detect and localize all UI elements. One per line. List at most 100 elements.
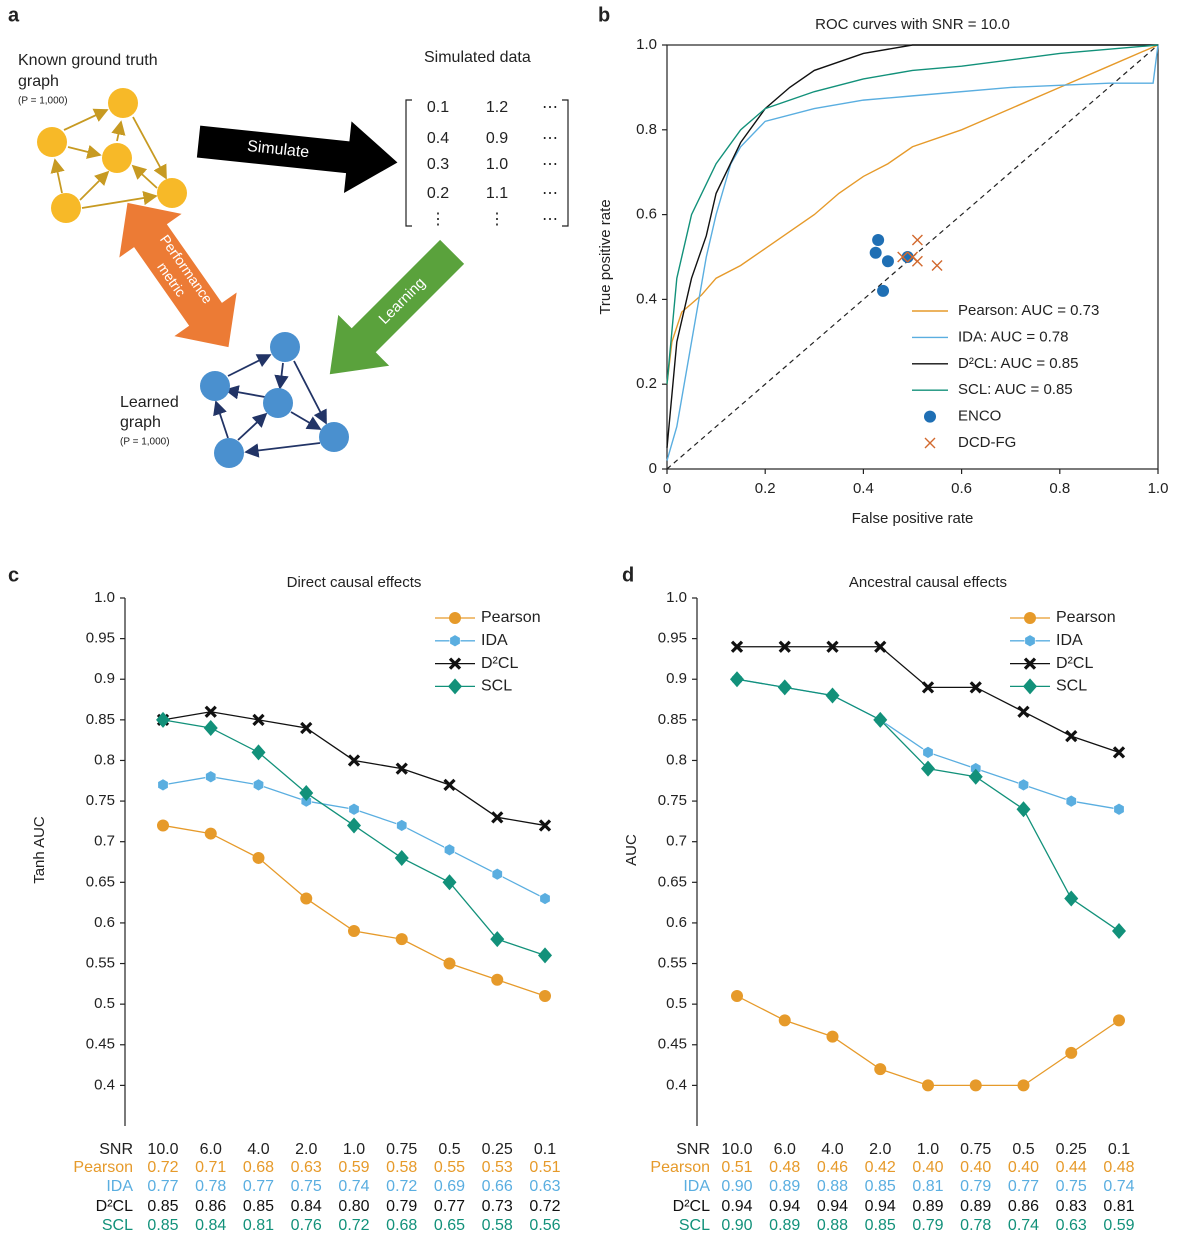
- table-value: 0.69: [434, 1178, 465, 1195]
- learned-p: (P = 1,000): [120, 437, 170, 448]
- table-value: 0.88: [817, 1178, 848, 1195]
- marker: [251, 744, 266, 761]
- x-tick-label: 0.6: [951, 480, 972, 497]
- table-value: 0.74: [1008, 1217, 1039, 1234]
- table-value: 0.88: [817, 1217, 848, 1234]
- table-value: 0.44: [1056, 1159, 1087, 1176]
- x-tick-label: 6.0: [200, 1141, 222, 1158]
- table-value: 0.68: [243, 1159, 274, 1176]
- marker: [300, 892, 313, 905]
- marker: [205, 770, 217, 784]
- table-value: 0.40: [960, 1159, 991, 1176]
- table-value: 0.65: [434, 1217, 465, 1234]
- marker: [897, 251, 909, 263]
- marker: [348, 925, 360, 938]
- table-row-label: D²CL: [96, 1198, 133, 1215]
- y-axis-label: Tanh AUC: [31, 816, 48, 884]
- marker: [921, 681, 935, 694]
- table-value: 0.71: [195, 1159, 226, 1176]
- table-value: 0.73: [482, 1198, 513, 1215]
- legend-swatch: [448, 657, 462, 670]
- table-value: 0.48: [1103, 1159, 1134, 1176]
- learned-nodes: [200, 332, 349, 468]
- table-value: 0.40: [912, 1159, 943, 1176]
- y-tick-label: 0.8: [636, 121, 657, 138]
- table-value: 0.51: [529, 1159, 560, 1176]
- table-value: 0.94: [721, 1198, 752, 1215]
- marker: [348, 802, 360, 816]
- legend-label: Pearson: AUC = 0.73: [958, 302, 1099, 319]
- table-value: 0.79: [912, 1217, 943, 1234]
- series-line: [162, 719, 546, 957]
- marker: [826, 640, 839, 653]
- table-value: 0.72: [386, 1178, 417, 1195]
- marker: [778, 1014, 791, 1027]
- y-axis-label: AUC: [623, 834, 640, 866]
- legend-label: D²CL: [481, 655, 518, 672]
- x-tick-label: 0.25: [1056, 1141, 1087, 1158]
- y-tick-label: 1.0: [94, 589, 115, 606]
- legend-swatch: [1023, 657, 1037, 670]
- marker: [395, 762, 408, 775]
- matrix-cell: 0.9: [486, 130, 508, 147]
- x-tick-label: 10.0: [147, 1141, 178, 1158]
- table-value: 0.59: [338, 1159, 369, 1176]
- y-tick-label: 0.5: [94, 995, 115, 1012]
- x-tick-label: 0.75: [960, 1141, 991, 1158]
- x-tick-label: 0.1: [1108, 1141, 1130, 1158]
- table-value: 0.68: [386, 1217, 417, 1234]
- truth-nodes: [37, 88, 187, 223]
- x-tick-label: 1.0: [1148, 480, 1169, 497]
- chart-title: Direct causal effects: [287, 574, 422, 591]
- marker: [347, 754, 361, 767]
- table-value: 0.90: [721, 1178, 752, 1195]
- marker: [443, 957, 456, 970]
- matrix-cell: ⋯: [542, 156, 558, 173]
- series-line: [162, 824, 546, 997]
- marker: [931, 259, 943, 271]
- roc-line: [666, 44, 1159, 461]
- table-value: 0.89: [769, 1217, 800, 1234]
- y-tick-label: 0.4: [666, 1076, 687, 1093]
- y-tick-label: 0.8: [94, 751, 115, 768]
- table-value: 0.85: [243, 1198, 274, 1215]
- marker: [901, 251, 914, 263]
- panel-a: a Known ground truth graph (P = 1,000) S…: [8, 4, 569, 468]
- table-value: 0.81: [1103, 1198, 1134, 1215]
- marker: [777, 679, 792, 696]
- panel-label: d: [622, 564, 634, 586]
- marker: [877, 284, 890, 297]
- chart-title: Ancestral causal effects: [849, 574, 1007, 591]
- marker: [394, 849, 409, 866]
- table-value: 0.89: [769, 1178, 800, 1195]
- roc-line: [666, 44, 1159, 385]
- marker: [869, 246, 882, 259]
- table-value: 0.63: [291, 1159, 322, 1176]
- matrix-cell: ⋯: [542, 185, 558, 202]
- table-value: 0.78: [960, 1217, 991, 1234]
- y-tick-label: 0.9: [94, 670, 115, 687]
- legend-swatch: [924, 437, 936, 449]
- learned-title: Learned: [120, 394, 179, 411]
- marker: [491, 811, 504, 824]
- marker: [730, 671, 744, 688]
- matrix-cell: 1.0: [486, 156, 508, 173]
- x-tick-label: 0: [663, 480, 671, 497]
- table-value: 0.51: [721, 1159, 752, 1176]
- table-value: 0.42: [865, 1159, 896, 1176]
- table-value: 0.59: [1103, 1217, 1134, 1234]
- x-tick-label: 0.75: [386, 1141, 417, 1158]
- table-value: 0.89: [960, 1198, 991, 1215]
- legend-label: SCL: [481, 678, 512, 695]
- marker: [1113, 1014, 1125, 1027]
- x-tick-label: 2.0: [295, 1141, 317, 1158]
- x-tick-label: 1.0: [917, 1141, 939, 1158]
- table-row-label: SCL: [679, 1217, 710, 1234]
- table-value: 0.94: [865, 1198, 896, 1215]
- table-header: SNR: [99, 1141, 133, 1158]
- arrow-label: Simulate: [246, 138, 310, 161]
- legend-swatch: [1024, 612, 1036, 624]
- marker: [1112, 923, 1126, 940]
- marker: [299, 784, 314, 801]
